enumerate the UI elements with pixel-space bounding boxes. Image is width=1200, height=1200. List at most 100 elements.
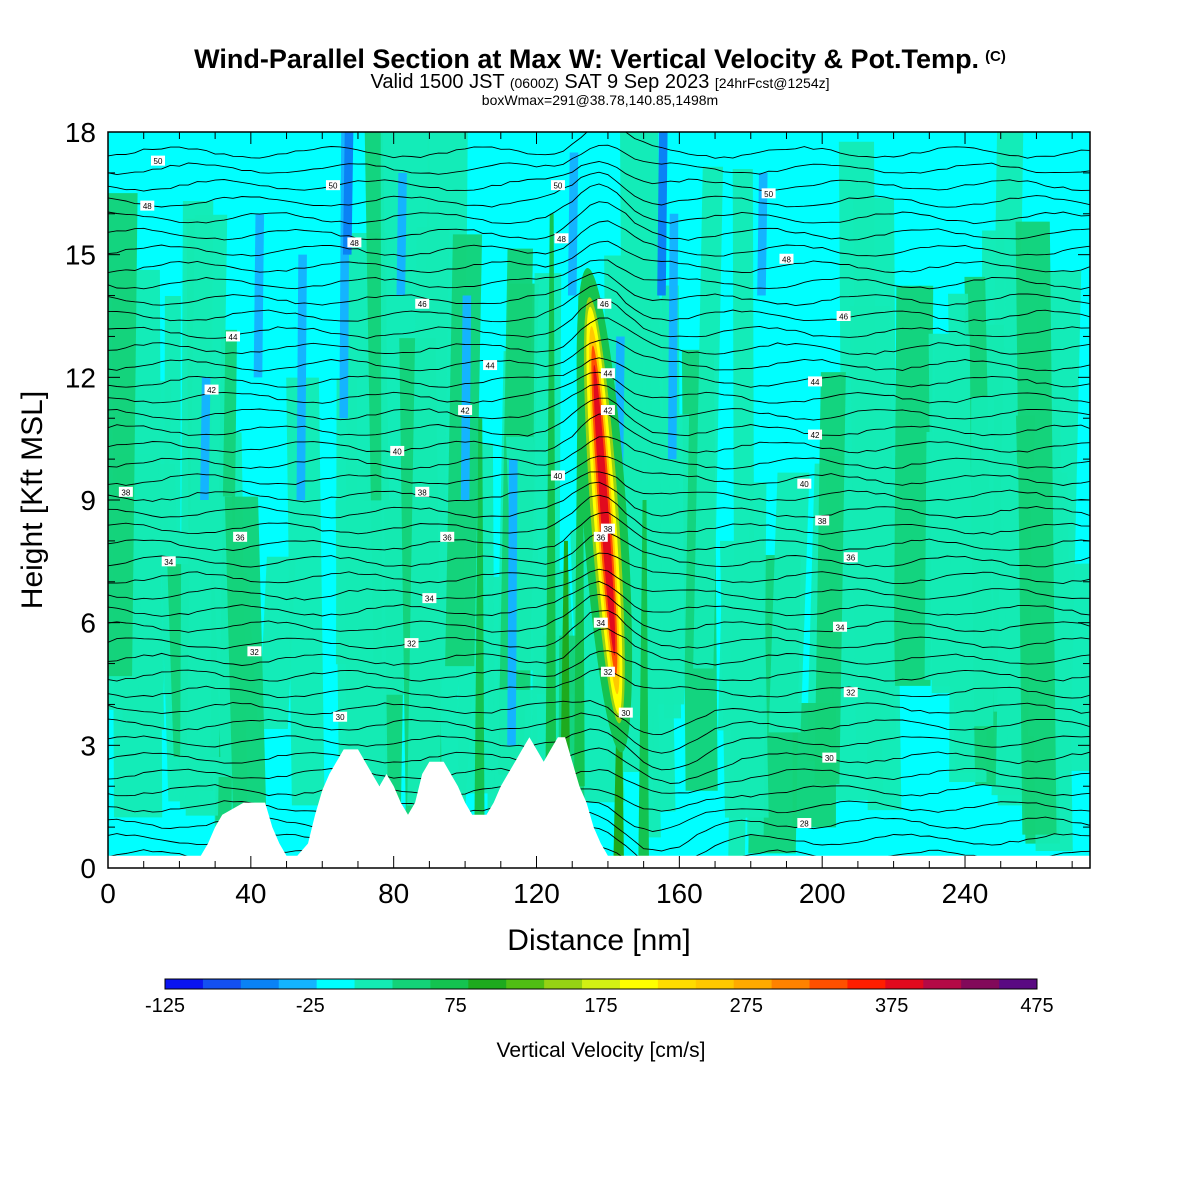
isentrope-line <box>108 283 1090 323</box>
isentrope-label-text: 46 <box>418 300 427 309</box>
colorbar-swatch <box>165 979 204 989</box>
isentrope-line <box>108 712 1090 754</box>
isentrope-label-text: 38 <box>121 488 130 497</box>
colorbar-swatch <box>506 979 545 989</box>
isentrope-label-text: 32 <box>603 668 612 677</box>
colorbar-swatch <box>923 979 962 989</box>
isentrope-label-text: 44 <box>811 378 820 387</box>
isentrope-label-text: 32 <box>407 640 416 649</box>
isentrope-label: 38 <box>118 486 133 497</box>
isentrope-label-text: 50 <box>329 182 338 191</box>
isentrope-label: 46 <box>415 298 430 309</box>
updraft-band <box>768 472 810 733</box>
colorbar-tick-label: 475 <box>1020 995 1053 1017</box>
updraft-band <box>924 431 952 680</box>
isentrope-label-text: 36 <box>236 533 245 542</box>
downdraft-band <box>507 459 518 746</box>
isentrope-label: 36 <box>440 531 455 542</box>
updraft-band <box>693 166 724 669</box>
colorbar-tick-label: 375 <box>875 995 908 1017</box>
isentrope-line <box>108 220 1090 257</box>
strong-updraft-band <box>638 500 649 868</box>
isentrope-label-text: 50 <box>154 157 163 166</box>
isentrope-label: 50 <box>550 180 565 191</box>
y-tick-label: 15 <box>65 240 96 271</box>
isentrope-line <box>108 338 1090 372</box>
isentrope-line <box>108 511 1090 552</box>
isentrope-label-text: 42 <box>811 431 820 440</box>
updraft-band <box>1015 221 1057 835</box>
colorbar-swatch <box>468 979 507 989</box>
colorbar-swatch <box>809 979 848 989</box>
updraft-band <box>224 496 268 846</box>
isentrope-label-text: 48 <box>350 239 359 248</box>
isentrope-line <box>108 259 1090 290</box>
colorbar-swatch <box>316 979 356 989</box>
isentrope-label: 44 <box>808 376 823 387</box>
colorbar-swatch <box>999 979 1038 989</box>
isentrope-line <box>108 747 1090 784</box>
isentrope-label: 42 <box>458 405 473 416</box>
isentrope-label: 48 <box>554 233 569 244</box>
isentrope-label-text: 34 <box>425 595 434 604</box>
isentrope-label-text: 42 <box>207 386 216 395</box>
isentropes <box>108 132 1090 868</box>
isentrope-label: 50 <box>761 188 776 199</box>
x-tick-label: 40 <box>235 878 266 909</box>
isentrope-label: 42 <box>204 384 219 395</box>
isentrope-label-text: 40 <box>393 447 402 456</box>
colorbar-swatch <box>430 979 469 989</box>
isentrope-label-text: 30 <box>825 754 834 763</box>
isentrope-line <box>108 201 1090 241</box>
isentrope-label-text: 28 <box>800 820 809 829</box>
colorbar: -125 -25 75 175 275 375 475 Vertical Velocity [… <box>145 978 1054 1062</box>
isentrope-line <box>108 183 1090 225</box>
isentrope-line <box>108 668 1090 699</box>
x-tick-label: 80 <box>378 878 409 909</box>
y-tick-label: 0 <box>80 853 96 884</box>
isentrope-label: 38 <box>815 515 830 526</box>
isentrope-line <box>108 144 1090 176</box>
updraft-band <box>185 214 228 816</box>
isentrope-label: 30 <box>822 752 837 763</box>
isentrope-line <box>108 568 1090 601</box>
isentrope-label: 50 <box>325 180 340 191</box>
isentrope-label-text: 36 <box>596 533 605 542</box>
isentrope-label-text: 30 <box>336 713 345 722</box>
colorbar-swatch <box>733 979 773 989</box>
isentrope-line <box>108 455 1090 486</box>
isentrope-line <box>108 767 1090 794</box>
isentrope-line <box>108 552 1090 585</box>
downdraft-band <box>296 254 307 500</box>
downdraft-band <box>396 172 407 296</box>
colorbar-swatch <box>202 979 242 989</box>
isentrope-label-text: 44 <box>229 333 238 342</box>
isentrope-line <box>108 784 1090 812</box>
isentrope-label-text: 42 <box>603 407 612 416</box>
isentrope-label: 50 <box>150 155 165 166</box>
isentrope-label-text: 38 <box>818 517 827 526</box>
isentrope-label-text: 36 <box>846 554 855 563</box>
isentrope-line <box>108 580 1090 617</box>
isentrope-label: 30 <box>618 707 633 718</box>
y-tick-label: 12 <box>65 362 96 393</box>
isentrope-line <box>108 471 1090 503</box>
isentrope-labels: 50 50 50 50 48 48 48 48 46 46 46 44 44 44 44 42 42 42 42 40… <box>118 155 858 829</box>
colorbar-tick-label: 75 <box>445 995 467 1017</box>
x-tick-label: 200 <box>799 878 846 909</box>
y-tick-label: 3 <box>80 730 96 761</box>
updraft-band <box>407 227 450 806</box>
isentrope-label-text: 44 <box>486 362 495 371</box>
colorbar-swatch <box>354 979 393 989</box>
isentrope-label: 38 <box>600 523 615 534</box>
colorbar-frame <box>164 978 1038 990</box>
isentrope-label-text: 50 <box>764 190 773 199</box>
isentrope-line <box>108 728 1090 771</box>
isentrope-label: 30 <box>333 711 348 722</box>
isentrope-label-text: 34 <box>836 623 845 632</box>
isentrope-label-text: 36 <box>443 533 452 542</box>
colorbar-swatch <box>240 979 280 989</box>
colorbar-tick-label: -25 <box>296 995 325 1017</box>
isentrope-label-text: 32 <box>846 689 855 698</box>
